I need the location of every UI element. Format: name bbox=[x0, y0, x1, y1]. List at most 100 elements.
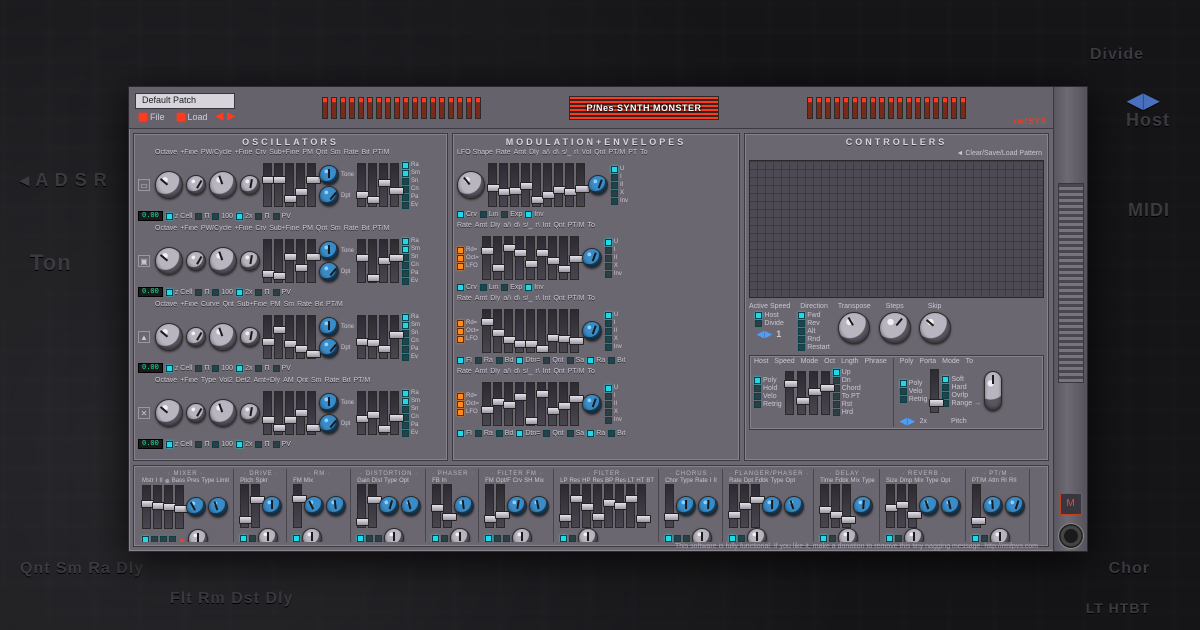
fx-slider[interactable] bbox=[908, 484, 917, 528]
fx-slider[interactable] bbox=[175, 485, 184, 529]
fx-knob[interactable] bbox=[698, 496, 718, 516]
status-led[interactable] bbox=[273, 441, 280, 448]
status-led[interactable] bbox=[402, 390, 409, 397]
mode-option[interactable]: Range → bbox=[942, 400, 981, 407]
fx-knob[interactable] bbox=[919, 496, 939, 516]
mode-option[interactable]: Retrig bbox=[754, 401, 782, 408]
env-slider[interactable] bbox=[559, 309, 568, 353]
status-led[interactable] bbox=[485, 535, 492, 542]
fx-slider[interactable] bbox=[842, 484, 851, 528]
status-led[interactable] bbox=[942, 384, 949, 391]
env-slider[interactable] bbox=[504, 236, 513, 280]
status-led[interactable] bbox=[738, 535, 745, 542]
pw-knob[interactable] bbox=[209, 399, 237, 427]
status-led[interactable] bbox=[366, 535, 373, 542]
mode-option[interactable]: Soft bbox=[942, 376, 981, 383]
status-led[interactable] bbox=[942, 392, 949, 399]
fx-knob[interactable] bbox=[676, 496, 696, 516]
status-led[interactable] bbox=[605, 255, 612, 262]
speed-slider[interactable] bbox=[785, 371, 794, 415]
mode-option[interactable]: Chord bbox=[833, 385, 861, 392]
depth-knob[interactable] bbox=[319, 186, 339, 206]
length-slider[interactable] bbox=[821, 371, 830, 415]
transpose-knob[interactable] bbox=[838, 312, 870, 344]
fx-aux-knob[interactable] bbox=[302, 528, 322, 542]
fine2-knob[interactable] bbox=[240, 175, 260, 195]
status-led[interactable] bbox=[605, 344, 612, 351]
osc-slider[interactable] bbox=[368, 239, 377, 283]
fx-aux-knob[interactable] bbox=[692, 528, 712, 542]
mode-option[interactable]: Rnd bbox=[798, 336, 830, 343]
status-led[interactable] bbox=[605, 409, 612, 416]
status-led[interactable] bbox=[755, 320, 762, 327]
status-led[interactable] bbox=[160, 536, 167, 543]
mod-amount-knob[interactable] bbox=[582, 394, 602, 414]
mode-option[interactable]: Hrd bbox=[833, 409, 861, 416]
mode-option[interactable]: Rst bbox=[833, 401, 861, 408]
file-button[interactable]: File bbox=[135, 111, 169, 123]
status-led[interactable] bbox=[195, 213, 202, 220]
status-led[interactable] bbox=[567, 430, 574, 437]
status-led[interactable] bbox=[496, 357, 503, 364]
porta-slider[interactable] bbox=[930, 369, 939, 413]
fine-knob[interactable] bbox=[186, 403, 206, 423]
status-led[interactable] bbox=[273, 365, 280, 372]
fx-slider[interactable] bbox=[897, 484, 906, 528]
status-led[interactable] bbox=[457, 357, 464, 364]
fx-slider[interactable] bbox=[831, 484, 840, 528]
fx-slider[interactable] bbox=[164, 485, 173, 529]
env-slider[interactable] bbox=[537, 236, 546, 280]
env-slider[interactable] bbox=[493, 236, 502, 280]
status-led[interactable] bbox=[402, 202, 409, 209]
status-led[interactable] bbox=[820, 535, 827, 542]
fx-slider[interactable] bbox=[665, 484, 674, 528]
status-led[interactable] bbox=[402, 246, 409, 253]
env-slider[interactable] bbox=[559, 382, 568, 426]
env-slider[interactable] bbox=[543, 163, 552, 207]
status-led[interactable] bbox=[402, 314, 409, 321]
status-led[interactable] bbox=[151, 536, 158, 543]
env-slider[interactable] bbox=[504, 382, 513, 426]
status-led[interactable] bbox=[273, 289, 280, 296]
osc-slider[interactable] bbox=[307, 315, 316, 359]
octave-knob[interactable] bbox=[155, 171, 183, 199]
status-led[interactable] bbox=[457, 263, 464, 270]
fx-knob[interactable] bbox=[784, 496, 804, 516]
status-led[interactable] bbox=[441, 535, 448, 542]
mode-option[interactable]: Poly bbox=[900, 380, 928, 387]
fx-slider[interactable] bbox=[560, 484, 569, 528]
fx-slider[interactable] bbox=[485, 484, 494, 528]
fine2-knob[interactable] bbox=[240, 251, 260, 271]
status-led[interactable] bbox=[212, 365, 219, 372]
osc-slider[interactable] bbox=[263, 391, 272, 435]
fx-slider[interactable] bbox=[153, 485, 162, 529]
status-led[interactable] bbox=[754, 393, 761, 400]
env-slider[interactable] bbox=[515, 236, 524, 280]
mode-option[interactable]: Ovrlp bbox=[942, 392, 981, 399]
status-led[interactable] bbox=[605, 312, 612, 319]
env-slider[interactable] bbox=[493, 309, 502, 353]
fx-slider[interactable] bbox=[972, 484, 981, 528]
fx-slider[interactable] bbox=[604, 484, 613, 528]
osc-slider[interactable] bbox=[296, 315, 305, 359]
env-slider[interactable] bbox=[515, 382, 524, 426]
fx-aux-knob[interactable] bbox=[384, 528, 404, 542]
status-led[interactable] bbox=[567, 357, 574, 364]
osc-slider[interactable] bbox=[285, 163, 294, 207]
depth-knob[interactable] bbox=[319, 262, 339, 282]
octave-knob[interactable] bbox=[155, 247, 183, 275]
env-slider[interactable] bbox=[559, 236, 568, 280]
status-led[interactable] bbox=[166, 213, 173, 220]
status-led[interactable] bbox=[457, 284, 464, 291]
fx-aux-knob[interactable] bbox=[747, 528, 767, 542]
mode-option[interactable]: Restart bbox=[798, 344, 830, 351]
fx-knob[interactable] bbox=[379, 496, 399, 516]
status-led[interactable] bbox=[942, 376, 949, 383]
osc-slider[interactable] bbox=[307, 163, 316, 207]
status-led[interactable] bbox=[166, 289, 173, 296]
status-led[interactable] bbox=[402, 178, 409, 185]
fx-slider[interactable] bbox=[637, 484, 646, 528]
voice-nav[interactable]: ◀▶ bbox=[900, 416, 916, 427]
lfo-shape-knob[interactable] bbox=[457, 171, 485, 199]
status-led[interactable] bbox=[798, 336, 805, 343]
